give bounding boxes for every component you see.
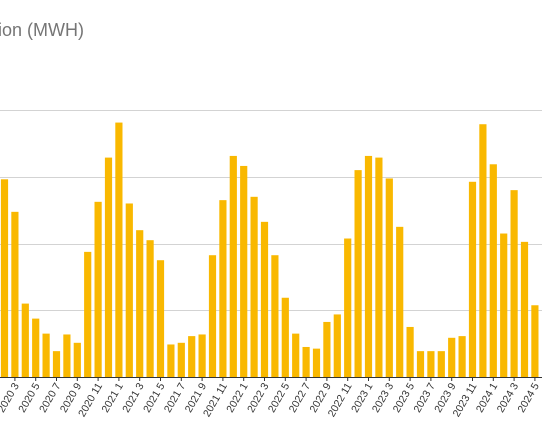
bar-2024-2 bbox=[500, 233, 508, 377]
bar-2021-6 bbox=[167, 344, 175, 377]
bar-2021-4 bbox=[146, 240, 154, 377]
bar-2020-6 bbox=[42, 333, 50, 377]
bar-2021-11 bbox=[219, 200, 227, 377]
bar-2023-4 bbox=[396, 226, 404, 377]
bar-2022-6 bbox=[292, 333, 300, 377]
bar-2021-1 bbox=[115, 122, 123, 377]
bar-2023-5 bbox=[406, 326, 414, 377]
bar-2021-5 bbox=[156, 260, 165, 377]
bar-2020-7 bbox=[52, 351, 61, 377]
bar-2023-9 bbox=[448, 337, 456, 377]
bar-2020-5 bbox=[32, 318, 40, 377]
bar-2021-7 bbox=[177, 342, 185, 377]
bar-2020-10 bbox=[84, 251, 92, 377]
bar-2022-12 bbox=[354, 170, 362, 377]
bar-2021-9 bbox=[198, 334, 206, 377]
bar-2023-8 bbox=[437, 351, 445, 377]
bar-2021-10 bbox=[208, 255, 217, 377]
bar-2023-7 bbox=[427, 351, 435, 377]
bar-2024-1 bbox=[489, 164, 497, 377]
bar-2021-2 bbox=[125, 203, 133, 377]
bar-2020-12 bbox=[104, 157, 113, 377]
bar-2022-10 bbox=[333, 314, 341, 377]
bar-2023-1 bbox=[364, 155, 373, 377]
bar-2023-3 bbox=[385, 178, 393, 377]
bar-2020-4 bbox=[21, 303, 29, 377]
bar-2020-9 bbox=[73, 342, 81, 377]
bar-2022-4 bbox=[271, 255, 279, 377]
bar-2022-5 bbox=[281, 297, 289, 377]
x-tick-label: 2024 5 bbox=[515, 381, 542, 415]
bar-2023-12 bbox=[479, 124, 487, 377]
bar-2022-2 bbox=[250, 196, 258, 377]
bar-2024-4 bbox=[520, 241, 529, 377]
bar-2020-8 bbox=[63, 334, 71, 377]
bar-2023-2 bbox=[375, 157, 383, 377]
bar-2022-9 bbox=[323, 321, 331, 377]
bar-2021-12 bbox=[229, 155, 237, 377]
bar-2022-3 bbox=[260, 221, 269, 377]
bar-2024-3 bbox=[510, 190, 518, 377]
bar-2023-10 bbox=[458, 336, 466, 377]
bar-2020-3 bbox=[11, 211, 19, 377]
bar-2023-11 bbox=[468, 181, 477, 377]
bar-2020-11 bbox=[94, 201, 102, 377]
bars bbox=[0, 122, 539, 377]
bar-2022-7 bbox=[302, 346, 310, 377]
bar-2024-5 bbox=[531, 305, 539, 377]
bar-2022-1 bbox=[240, 165, 248, 377]
bar-2022-8 bbox=[312, 348, 321, 377]
bar-2023-6 bbox=[416, 351, 425, 377]
bar-2022-11 bbox=[344, 238, 352, 377]
chart-title: ion (MWH) bbox=[0, 20, 84, 40]
bar-2020-2 bbox=[0, 179, 9, 377]
bar-2021-8 bbox=[188, 336, 196, 377]
bar-2021-3 bbox=[136, 230, 144, 377]
